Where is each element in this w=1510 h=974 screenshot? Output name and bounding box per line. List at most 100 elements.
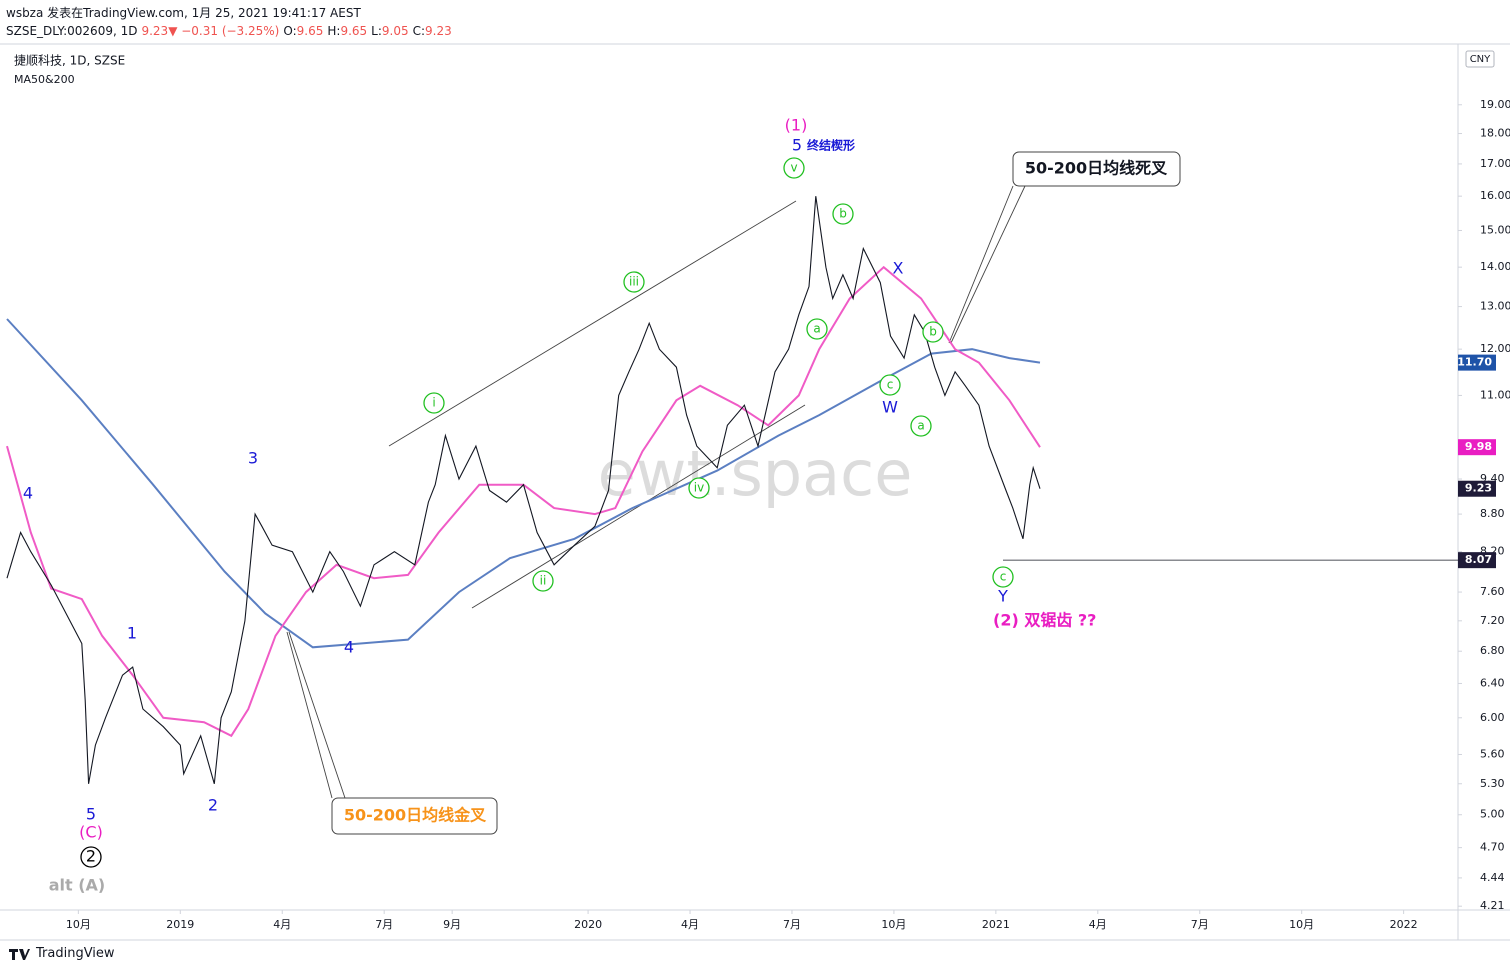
wave-label: 3 bbox=[248, 449, 258, 468]
wave-label: 终结楔形 bbox=[807, 138, 855, 153]
wave-label: 5 bbox=[86, 805, 96, 824]
callout-text: 50-200日均线金叉 bbox=[344, 806, 487, 825]
header-part: O: bbox=[283, 24, 297, 38]
y-tick-label: 16.00 bbox=[1480, 189, 1510, 202]
wave-label: a bbox=[813, 322, 820, 336]
header: wsbza 发表在TradingView.com, 1月 25, 2021 19… bbox=[6, 4, 456, 40]
price-label-box bbox=[1458, 354, 1496, 371]
y-tick-label: 5.60 bbox=[1480, 747, 1505, 760]
wave-label: 4 bbox=[23, 484, 33, 503]
indicator-legend: MA50&200 bbox=[14, 73, 75, 86]
wedge-lower bbox=[471, 404, 806, 609]
wedge-upper bbox=[388, 200, 797, 447]
y-tick-label: 4.21 bbox=[1480, 899, 1505, 912]
price-label: 9.23 bbox=[1465, 482, 1492, 495]
y-tick-label: 18.00 bbox=[1480, 127, 1510, 140]
wave-label: b bbox=[839, 207, 847, 221]
x-tick-label: 7月 bbox=[375, 918, 393, 931]
price-label: 9.98 bbox=[1465, 440, 1492, 453]
wave-circle bbox=[806, 318, 828, 340]
x-tick-label: 2022 bbox=[1390, 918, 1418, 931]
header-line2: SZSE_DLY:002609, 1D 9.23▼ −0.31 (−3.25%) O… bbox=[6, 22, 456, 40]
y-tick-label: 19.00 bbox=[1480, 98, 1510, 111]
x-tick-label: 7月 bbox=[1191, 918, 1209, 931]
wave-circle bbox=[992, 566, 1014, 588]
wave-label: iv bbox=[694, 481, 704, 495]
wave-label: 2 bbox=[208, 796, 218, 815]
callout-box bbox=[331, 797, 498, 835]
x-tick-label: 4月 bbox=[681, 918, 699, 931]
y-tick-label: 5.30 bbox=[1480, 777, 1505, 790]
wave-label: c bbox=[1000, 570, 1007, 584]
wave-circle bbox=[879, 374, 901, 396]
wave-circle bbox=[832, 203, 854, 225]
header-part: 9.23 bbox=[425, 24, 452, 38]
y-tick-label: 15.00 bbox=[1480, 223, 1510, 236]
wave-label: 5 bbox=[792, 136, 802, 155]
ma200-line bbox=[6, 318, 1041, 649]
header-part: 9.65 bbox=[296, 24, 324, 38]
wave-label: Y bbox=[997, 587, 1008, 606]
callout-pointer bbox=[948, 185, 1026, 344]
header-part: 9.05 bbox=[381, 24, 409, 38]
header-part: C: bbox=[412, 24, 426, 38]
wave-circle bbox=[688, 477, 710, 499]
wave-label: b bbox=[929, 325, 937, 339]
wave-label: 2 bbox=[86, 847, 96, 866]
y-tick-label: 4.70 bbox=[1480, 841, 1505, 854]
callout-box bbox=[1012, 151, 1181, 187]
wave-circle bbox=[532, 570, 554, 592]
price-label: 11.70 bbox=[1457, 356, 1492, 369]
symbol-legend: 捷顺科技, 1D, SZSE bbox=[14, 54, 125, 68]
price-label-box bbox=[1458, 552, 1496, 569]
currency: CNY bbox=[1470, 54, 1491, 65]
wave-circle bbox=[80, 846, 102, 868]
y-tick-label: 6.40 bbox=[1480, 676, 1505, 689]
header-part: SZSE_DLY:002609, 1D bbox=[6, 24, 138, 38]
wave-circle bbox=[910, 415, 932, 437]
callout-text: 50-200日均线死叉 bbox=[1025, 159, 1168, 178]
wave-label: 4 bbox=[344, 638, 354, 657]
callout-pointer bbox=[286, 631, 346, 799]
y-tick-label: 7.60 bbox=[1480, 585, 1505, 598]
wave-label: iii bbox=[629, 275, 639, 289]
footer-brand: TradingView bbox=[36, 946, 115, 961]
header-part: L: bbox=[371, 24, 382, 38]
wave-label: i bbox=[432, 396, 435, 410]
y-tick-label: 17.00 bbox=[1480, 157, 1510, 170]
currency-box bbox=[1465, 50, 1495, 68]
x-tick-label: 9月 bbox=[443, 918, 461, 931]
wave-label: X bbox=[893, 259, 904, 278]
x-tick-label: 10月 bbox=[1289, 918, 1314, 931]
x-tick-label: 2019 bbox=[166, 918, 194, 931]
wave-label: a bbox=[917, 419, 924, 433]
wave-circle bbox=[623, 271, 645, 293]
header-part: H: bbox=[327, 24, 341, 38]
header-part: 9.23▼ −0.31 (−3.25%) bbox=[141, 24, 280, 38]
header-part: 9.65 bbox=[340, 24, 368, 38]
price-label-box bbox=[1458, 439, 1496, 456]
y-tick-label: 11.00 bbox=[1480, 388, 1510, 401]
x-tick-label: 4月 bbox=[1089, 918, 1107, 931]
wave-label: alt (A) bbox=[49, 876, 106, 895]
x-tick-label: 10月 bbox=[66, 918, 91, 931]
y-tick-label: 8.80 bbox=[1480, 507, 1505, 520]
wave-circle bbox=[922, 321, 944, 343]
price-label-box bbox=[1458, 480, 1496, 497]
header-line1: wsbza 发表在TradingView.com, 1月 25, 2021 19… bbox=[6, 6, 361, 20]
wave-label: (1) bbox=[785, 116, 808, 135]
y-tick-label: 6.00 bbox=[1480, 711, 1505, 724]
y-tick-label: 14.00 bbox=[1480, 260, 1510, 273]
y-tick-label: 7.20 bbox=[1480, 614, 1505, 627]
y-tick-label: 4.44 bbox=[1480, 871, 1505, 884]
wave-circle bbox=[423, 392, 445, 414]
logo bbox=[9, 948, 30, 960]
price-label: 8.07 bbox=[1465, 553, 1492, 566]
footer: TradingView bbox=[8, 946, 115, 961]
wave-circle bbox=[783, 157, 805, 179]
x-tick-label: 2021 bbox=[982, 918, 1010, 931]
x-tick-label: 2020 bbox=[574, 918, 602, 931]
wave-label: (2) 双锯齿 ?? bbox=[993, 611, 1096, 630]
